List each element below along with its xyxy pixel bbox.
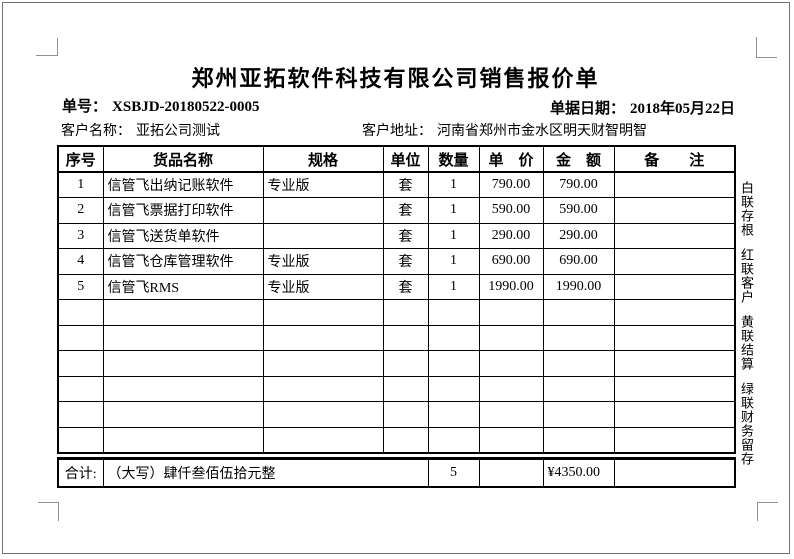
customer-name-line: 客户名称： 亚拓公司测试 xyxy=(61,120,220,140)
document-date-line: 单据日期： 2018年05月22日 xyxy=(550,97,735,118)
copy-legend: 白联存根 红联客户 黄联结算 绿联财务留存 xyxy=(738,181,754,466)
crop-mark-bottom-right xyxy=(757,502,778,521)
cell-product-name: 信管飞RMS xyxy=(102,273,264,300)
cell-unit: 套 xyxy=(382,222,429,249)
table-row-empty xyxy=(57,401,736,428)
customer-address-value: 河南省郑州市金水区明天财智明智 xyxy=(437,124,647,139)
cell-product-name: 信管飞出纳记账软件 xyxy=(102,171,264,198)
cell-unit: 套 xyxy=(382,197,429,224)
total-row-table: 合计: （大写）肆仟叁佰伍拾元整 5 ¥4350.00 xyxy=(57,457,736,488)
copy-legend-green: 绿联财务留存 xyxy=(739,382,754,466)
cell-amount: 690.00 xyxy=(542,248,615,275)
cell-amount: 1990.00 xyxy=(542,273,615,300)
cell-quantity: 1 xyxy=(427,273,480,300)
table-row-empty xyxy=(57,324,736,351)
copy-legend-red: 红联客户 xyxy=(739,248,754,304)
cell-quantity: 1 xyxy=(427,171,480,198)
table-row-empty xyxy=(57,375,736,402)
order-number-value: XSBJD-20180522-0005 xyxy=(112,99,260,115)
quotation-table: 序号 货品名称 规格 单位 数量 单 价 金 额 备 注 1 信管飞出纳记账软件… xyxy=(57,145,736,454)
order-number-label: 单号： xyxy=(62,99,108,115)
cell-remark xyxy=(613,171,736,198)
column-header-unit-price: 单 价 xyxy=(478,145,544,173)
copy-legend-white: 白联存根 xyxy=(739,181,754,237)
total-amount: ¥4350.00 xyxy=(542,458,615,488)
cell-unit: 套 xyxy=(382,248,429,275)
column-header-unit: 单位 xyxy=(382,145,429,173)
cell-product-name: 信管飞送货单软件 xyxy=(102,222,264,249)
cell-unit-price: 590.00 xyxy=(478,197,544,224)
cell-quantity: 1 xyxy=(427,197,480,224)
cell-quantity: 1 xyxy=(427,222,480,249)
table-header-row: 序号 货品名称 规格 单位 数量 单 价 金 额 备 注 xyxy=(57,145,736,173)
cell-spec xyxy=(262,222,384,249)
cell-remark xyxy=(613,248,736,275)
document-title: 郑州亚拓软件科技有限公司销售报价单 xyxy=(191,66,600,91)
document-date-value: 2018年05月22日 xyxy=(630,101,736,117)
cell-unit: 套 xyxy=(382,273,429,300)
customer-address-label: 客户地址： xyxy=(362,124,432,139)
table-row-empty xyxy=(57,426,736,453)
column-header-amount: 金 额 xyxy=(542,145,615,173)
cell-unit-price: 690.00 xyxy=(478,248,544,275)
crop-mark-top-left xyxy=(36,38,58,56)
cell-amount: 590.00 xyxy=(542,197,615,224)
total-unit-price-empty xyxy=(478,458,544,488)
table-row-empty xyxy=(57,299,736,326)
cell-spec: 专业版 xyxy=(262,171,384,198)
copy-legend-yellow: 黄联结算 xyxy=(739,315,754,371)
cell-unit: 套 xyxy=(382,171,429,198)
table-row: 5 信管飞RMS 专业版 套 1 1990.00 1990.00 xyxy=(57,273,736,300)
cell-unit-price: 1990.00 xyxy=(478,273,544,300)
table-row: 3 信管飞送货单软件 套 1 290.00 290.00 xyxy=(57,222,736,249)
column-header-spec: 规格 xyxy=(262,145,384,173)
cell-spec: 专业版 xyxy=(262,273,384,300)
table-row: 2 信管飞票据打印软件 套 1 590.00 590.00 xyxy=(57,197,736,224)
total-amount-in-words: （大写）肆仟叁佰伍拾元整 xyxy=(102,458,429,488)
total-remark-empty xyxy=(613,458,736,488)
cell-remark xyxy=(613,222,736,249)
customer-name-value: 亚拓公司测试 xyxy=(136,124,220,139)
cell-unit-price: 790.00 xyxy=(478,171,544,198)
cell-spec xyxy=(262,197,384,224)
table-row-empty xyxy=(57,350,736,377)
cell-amount: 290.00 xyxy=(542,222,615,249)
order-number-line: 单号： XSBJD-20180522-0005 xyxy=(62,95,260,116)
cell-index: 2 xyxy=(57,197,104,224)
cell-index: 4 xyxy=(57,248,104,275)
cell-quantity: 1 xyxy=(427,248,480,275)
cell-index: 3 xyxy=(57,222,104,249)
customer-name-label: 客户名称： xyxy=(61,124,131,139)
table-row: 1 信管飞出纳记账软件 专业版 套 1 790.00 790.00 xyxy=(57,171,736,198)
crop-mark-top-right xyxy=(756,37,777,58)
cell-remark xyxy=(613,197,736,224)
customer-address-line: 客户地址： 河南省郑州市金水区明天财智明智 xyxy=(362,120,647,140)
cell-product-name: 信管飞仓库管理软件 xyxy=(102,248,264,275)
total-row: 合计: （大写）肆仟叁佰伍拾元整 5 ¥4350.00 xyxy=(57,458,736,488)
column-header-index: 序号 xyxy=(57,145,104,173)
cell-unit-price: 290.00 xyxy=(478,222,544,249)
cell-amount: 790.00 xyxy=(542,171,615,198)
column-header-product-name: 货品名称 xyxy=(102,145,264,173)
cell-remark xyxy=(613,273,736,300)
column-header-remark: 备 注 xyxy=(613,145,736,173)
column-header-quantity: 数量 xyxy=(427,145,480,173)
crop-mark-bottom-left xyxy=(38,502,59,521)
cell-product-name: 信管飞票据打印软件 xyxy=(102,197,264,224)
cell-index: 5 xyxy=(57,273,104,300)
table-row: 4 信管飞仓库管理软件 专业版 套 1 690.00 690.00 xyxy=(57,248,736,275)
document-date-label: 单据日期： xyxy=(550,101,626,117)
cell-spec: 专业版 xyxy=(262,248,384,275)
total-label: 合计: xyxy=(57,458,104,488)
total-quantity: 5 xyxy=(427,458,480,488)
cell-index: 1 xyxy=(57,171,104,198)
